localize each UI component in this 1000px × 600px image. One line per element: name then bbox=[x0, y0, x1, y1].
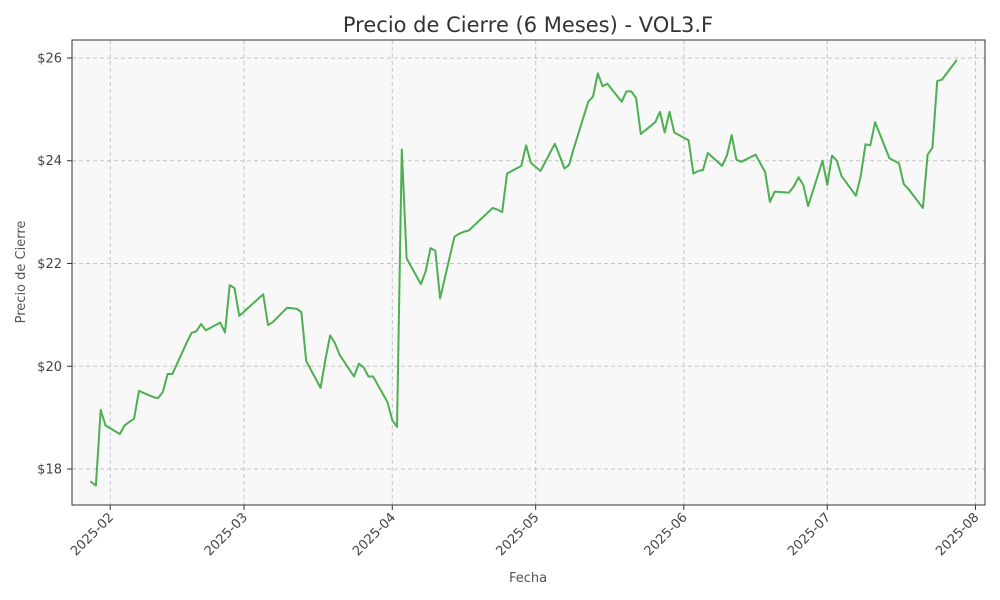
y-tick-label: $26 bbox=[37, 51, 62, 66]
x-tick-label: 2025-07 bbox=[785, 510, 834, 559]
y-tick-label: $24 bbox=[37, 154, 62, 169]
chart-title: Precio de Cierre (6 Meses) - VOL3.F bbox=[343, 13, 713, 37]
x-axis: 2025-02 2025-03 2025-04 2025-05 2025-06 2025-… bbox=[68, 505, 982, 559]
x-tick-label: 2025-06 bbox=[642, 510, 691, 559]
y-axis-label: Precio de Cierre bbox=[14, 221, 29, 324]
x-tick-label: 2025-05 bbox=[493, 510, 542, 559]
plot-area bbox=[72, 40, 985, 505]
x-tick-label: 2025-02 bbox=[68, 510, 117, 559]
grid bbox=[72, 40, 985, 505]
plot-frame bbox=[71, 39, 986, 506]
x-tick-label: 2025-03 bbox=[202, 510, 251, 559]
y-tick-label: $22 bbox=[37, 257, 62, 272]
series-layer bbox=[90, 59, 958, 487]
y-axis: $18 $20 $22 $24 $26 bbox=[37, 51, 72, 478]
x-tick-label: 2025-04 bbox=[350, 510, 399, 559]
y-tick-label: $20 bbox=[37, 360, 62, 375]
x-tick-label: 2025-08 bbox=[933, 510, 982, 559]
x-axis-label: Fecha bbox=[509, 571, 547, 586]
y-tick-label: $18 bbox=[37, 463, 62, 478]
series-line bbox=[90, 59, 958, 487]
